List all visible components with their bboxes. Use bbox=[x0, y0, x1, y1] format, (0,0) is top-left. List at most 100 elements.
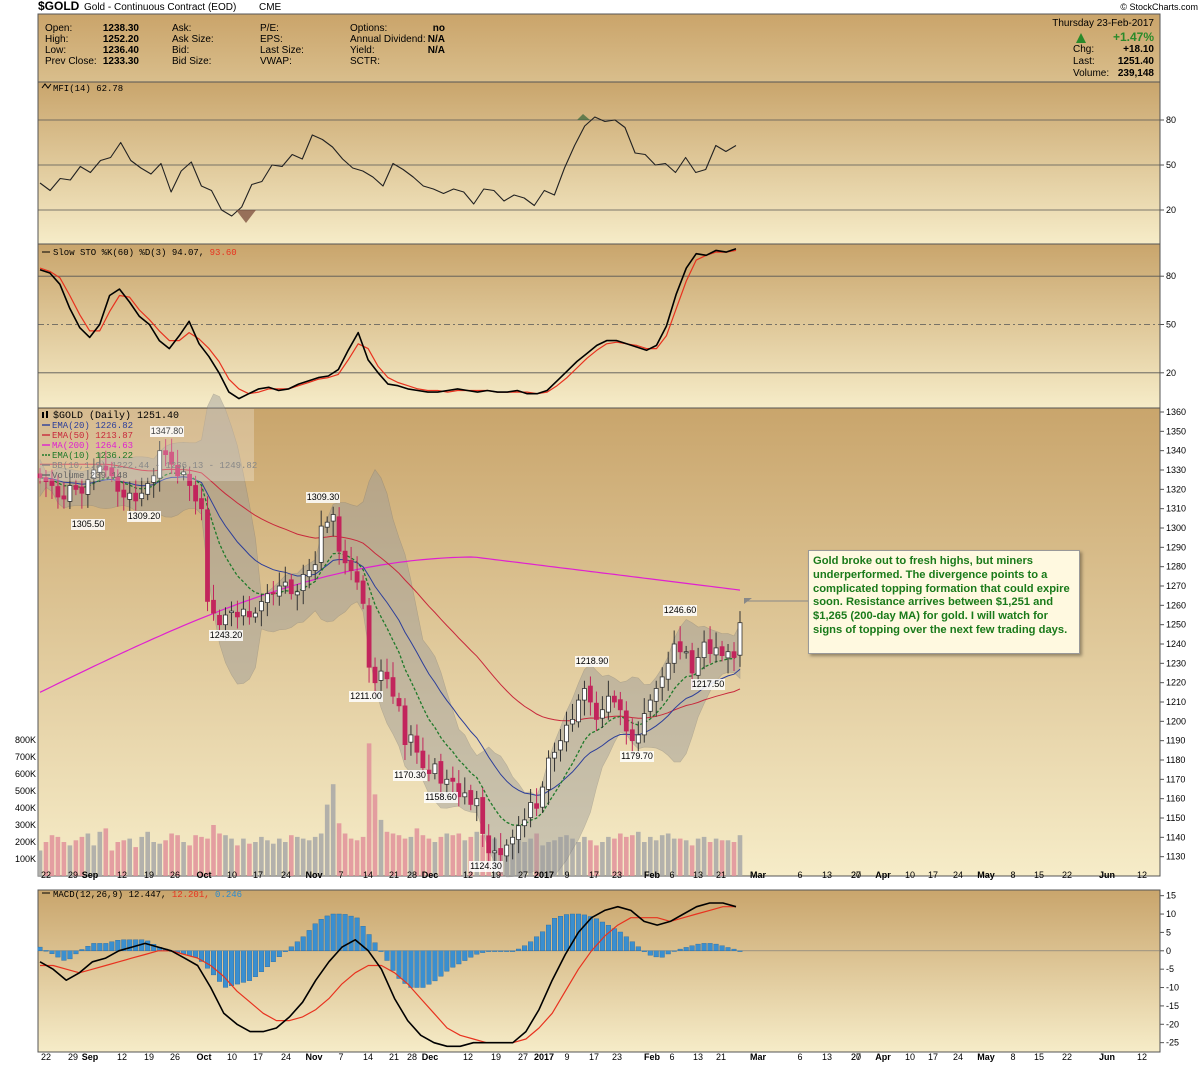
macd-title: MACD(12,26,9) 12.447, 12.201, 0.246 bbox=[53, 890, 242, 900]
price-legend-item: EMA(10) 1236.22 bbox=[52, 451, 133, 461]
macd-histogram-bar bbox=[731, 948, 737, 951]
volume-tick-label: 500K bbox=[15, 786, 36, 796]
candle-body bbox=[564, 724, 569, 743]
volume-bar bbox=[229, 838, 234, 876]
volume-bar bbox=[235, 845, 240, 876]
macd-histogram-bar bbox=[659, 950, 665, 958]
price-annotation-bg bbox=[209, 630, 243, 641]
macd-signal-line bbox=[40, 906, 736, 1044]
candle-body bbox=[474, 798, 480, 807]
volume-bar bbox=[217, 833, 222, 876]
candle-body bbox=[151, 475, 157, 483]
volume-bar bbox=[480, 835, 485, 876]
macd-histogram-bar bbox=[486, 950, 492, 952]
volume-bar bbox=[546, 842, 551, 876]
x-axis-label: 28 bbox=[407, 870, 417, 880]
candle-body bbox=[707, 639, 713, 655]
x-axis-label: 2017 bbox=[534, 1052, 554, 1062]
macd-histogram-bar bbox=[198, 950, 204, 962]
candle-body bbox=[432, 763, 438, 775]
volume-bar bbox=[456, 833, 462, 876]
volume-bar bbox=[659, 835, 665, 876]
price-tick-label: 1260 bbox=[1166, 600, 1186, 610]
macd-histogram-bar bbox=[695, 943, 701, 951]
volume-bar bbox=[283, 842, 288, 876]
candle-body bbox=[629, 729, 635, 741]
candle-body bbox=[390, 677, 396, 697]
candle-body bbox=[139, 492, 145, 500]
symbol-text: $GOLD bbox=[38, 0, 80, 13]
x-axis-label: Sep bbox=[82, 870, 99, 880]
volume-bar bbox=[612, 838, 617, 876]
ema50-line bbox=[40, 463, 741, 722]
macd-tick-label: 15 bbox=[1166, 891, 1176, 901]
x-axis-label: Feb bbox=[644, 870, 661, 880]
macd-histogram-bar bbox=[647, 950, 653, 956]
price-annotation: 1309.30 bbox=[307, 492, 340, 502]
volume-bar bbox=[552, 840, 557, 876]
candle-body bbox=[606, 695, 611, 713]
x-axis-label: 13 bbox=[693, 1052, 703, 1062]
volume-tick-label: 100K bbox=[15, 854, 36, 864]
volume-bar bbox=[121, 840, 127, 876]
macd-histogram-bar bbox=[91, 943, 97, 951]
volume-bar bbox=[55, 836, 61, 876]
volume-bar bbox=[318, 833, 324, 876]
macd-histogram-bar bbox=[67, 950, 73, 960]
macd-histogram-bar bbox=[671, 950, 677, 952]
macd-histogram-bar bbox=[37, 946, 43, 951]
candle-body bbox=[665, 662, 671, 680]
x-axis-label: Nov bbox=[305, 870, 322, 880]
macd-histogram-bar bbox=[390, 950, 396, 971]
macd-histogram-bar bbox=[246, 950, 252, 981]
macd-histogram-bar bbox=[420, 950, 426, 988]
price-tick-label: 1200 bbox=[1166, 716, 1186, 726]
volume-bar bbox=[85, 833, 91, 876]
x-axis-label: 12 bbox=[1137, 870, 1147, 880]
price-tick-label: 1340 bbox=[1166, 446, 1186, 456]
candle-body bbox=[653, 688, 659, 702]
ma200-line bbox=[39, 556, 741, 693]
candle-icon bbox=[46, 411, 48, 418]
candle-body bbox=[366, 605, 372, 668]
volume-bar bbox=[570, 838, 575, 876]
macd-tick-label: 10 bbox=[1166, 909, 1176, 919]
macd-histogram-bar bbox=[378, 950, 384, 952]
callout-pointer-head bbox=[744, 598, 752, 604]
volume-bar bbox=[384, 831, 390, 876]
candle-body bbox=[229, 610, 234, 613]
candle-body bbox=[217, 615, 222, 626]
volume-bar bbox=[426, 838, 432, 876]
x-axis-label: 28 bbox=[407, 1052, 417, 1062]
x-axis-label: 22 bbox=[1062, 1052, 1072, 1062]
candle-body bbox=[234, 611, 240, 618]
volume-bar bbox=[348, 838, 354, 876]
x-axis-label: 15 bbox=[1034, 870, 1044, 880]
price-annotation: 1217.50 bbox=[692, 679, 725, 689]
macd-histogram-bar bbox=[55, 950, 61, 958]
mfi-overbought-fill bbox=[577, 114, 590, 120]
macd-histogram-bar bbox=[228, 950, 234, 986]
candle-body bbox=[282, 581, 288, 587]
x-axis-label: May bbox=[977, 870, 995, 880]
x-axis-label: 12 bbox=[463, 870, 473, 880]
macd-line bbox=[39, 902, 737, 1048]
volume-bar bbox=[618, 833, 623, 876]
price-tick-label: 1210 bbox=[1166, 697, 1186, 707]
price-annotation: 1211.00 bbox=[350, 691, 382, 701]
volume-bar bbox=[247, 843, 252, 876]
price-annotation: 1124.30 bbox=[470, 861, 502, 871]
macd-histogram-bar bbox=[570, 913, 576, 951]
price-title: $GOLD (Daily) 1251.40 bbox=[53, 410, 179, 422]
volume-bar bbox=[360, 836, 366, 876]
quote-label: High: bbox=[45, 34, 68, 45]
macd-histogram-bar bbox=[629, 941, 635, 951]
candle-body bbox=[354, 571, 360, 583]
x-axis-label: 27 bbox=[851, 1052, 861, 1062]
quote-label: Ask Size: bbox=[172, 34, 214, 45]
volume-bar bbox=[300, 838, 306, 876]
candle-body bbox=[468, 790, 474, 805]
sto-d-line bbox=[39, 249, 737, 395]
header-panel: $GOLD Gold - Continuous Contract (EOD) C… bbox=[37, 0, 1198, 83]
volume-bar bbox=[630, 835, 635, 876]
